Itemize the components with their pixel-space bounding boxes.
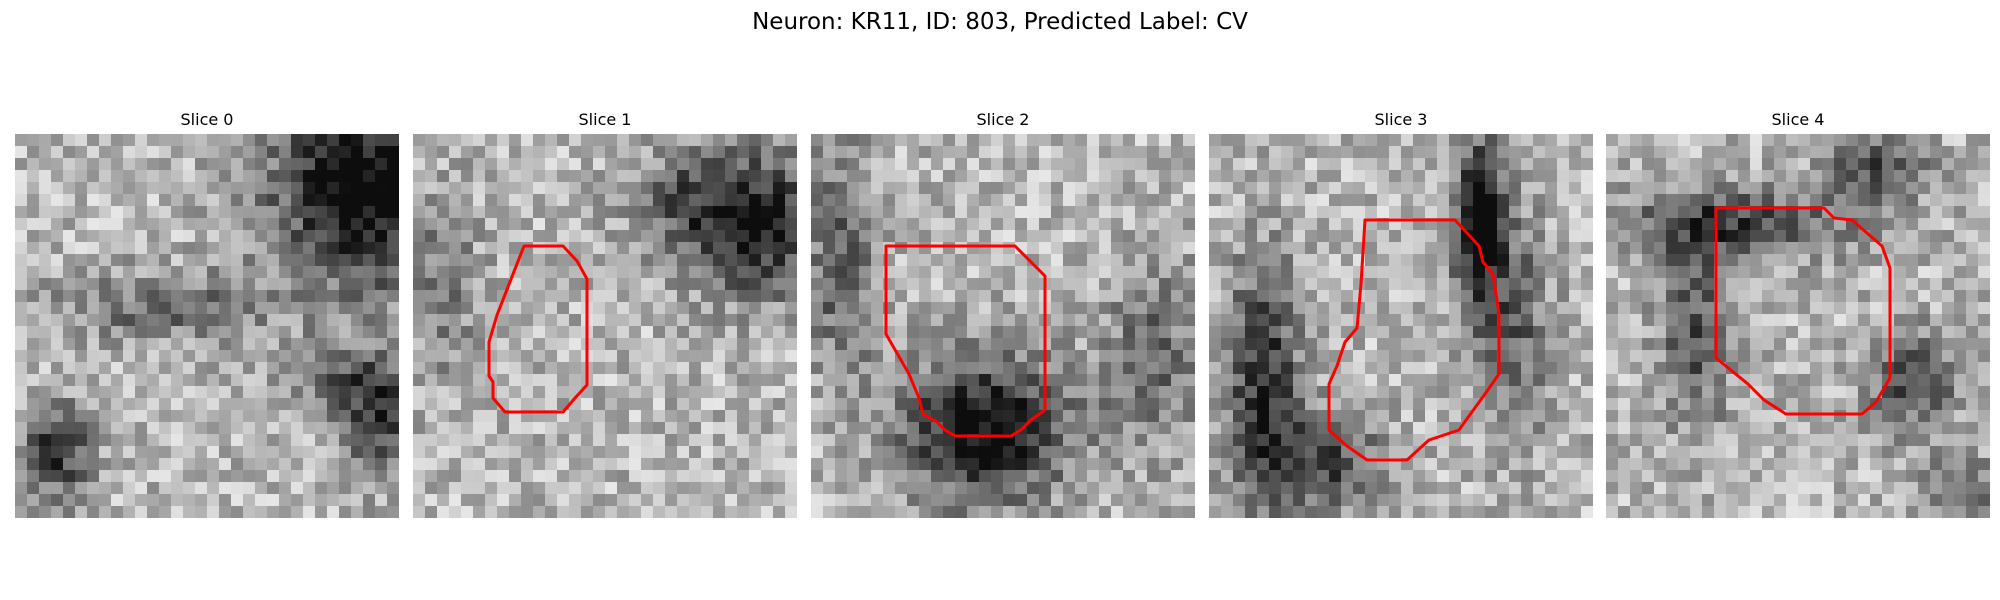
- roi-outline: [1714, 206, 1892, 416]
- slice-image: [15, 134, 399, 518]
- slice-image: [413, 134, 797, 518]
- slice-image: [1209, 134, 1593, 518]
- slice-panel-1: Slice 1: [413, 106, 797, 518]
- roi-outline: [1327, 218, 1501, 462]
- slice-title: Slice 4: [1771, 110, 1825, 129]
- slice-image: [1606, 134, 1990, 518]
- figure-title: Neuron: KR11, ID: 803, Predicted Label: …: [752, 9, 1248, 35]
- roi-outline: [884, 244, 1047, 438]
- slice-title: Slice 0: [180, 110, 234, 129]
- slice-panel-2: Slice 2: [811, 106, 1195, 518]
- slice-image: [811, 134, 1195, 518]
- slice-title: Slice 3: [1374, 110, 1428, 129]
- roi-outline: [487, 244, 589, 414]
- slice-panel-3: Slice 3: [1209, 106, 1593, 518]
- slice-panel-4: Slice 4: [1606, 106, 1990, 518]
- slice-panel-0: Slice 0: [15, 106, 399, 518]
- slice-title: Slice 1: [578, 110, 632, 129]
- slice-title: Slice 2: [976, 110, 1030, 129]
